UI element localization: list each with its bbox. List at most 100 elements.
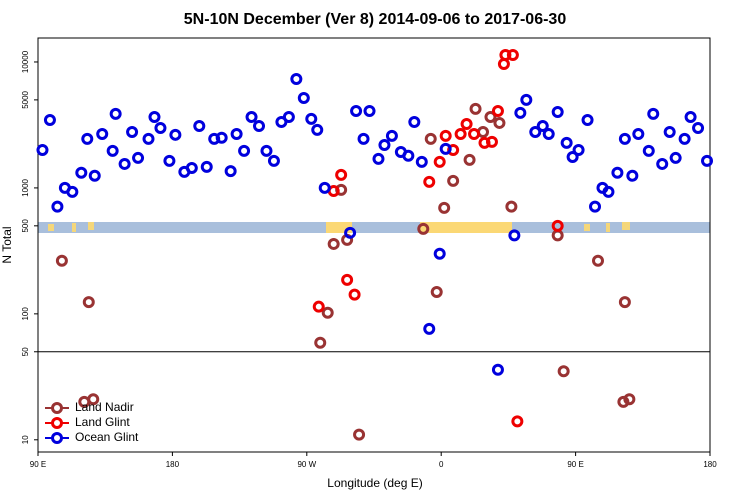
point (238, 144, 251, 157)
land-patch (622, 222, 630, 230)
point (378, 139, 391, 152)
point (678, 132, 691, 145)
point (424, 132, 437, 145)
point (312, 300, 325, 313)
point (154, 122, 167, 135)
point (75, 166, 88, 179)
chart-title: 5N-10N December (Ver 8) 2014-09-06 to 20… (184, 11, 567, 28)
x-tick-label: 90 E (567, 460, 583, 469)
point (245, 110, 258, 123)
point (663, 125, 676, 138)
point (551, 219, 564, 232)
point (617, 395, 630, 408)
legend-label: Land Glint (75, 415, 130, 429)
point (701, 154, 714, 167)
map-strip (38, 222, 710, 233)
x-axis-label: Longitude (deg E) (327, 476, 422, 490)
point (282, 110, 295, 123)
land-patch (48, 224, 54, 231)
y-axis-label: N Total (0, 226, 14, 263)
point (684, 110, 697, 123)
point (297, 91, 310, 104)
point (589, 200, 602, 213)
y-tick-label: 10000 (21, 50, 30, 73)
y-tick-label: 10 (21, 435, 30, 444)
point (611, 166, 624, 179)
point (460, 117, 473, 130)
y-tick-label: 5000 (21, 90, 30, 108)
point (81, 132, 94, 145)
point (142, 132, 155, 145)
point (118, 157, 131, 170)
point (305, 112, 318, 125)
land-patch (606, 223, 610, 232)
point (126, 125, 139, 138)
point (200, 160, 213, 173)
point (224, 165, 237, 178)
point (506, 48, 519, 61)
point (415, 155, 428, 168)
y-tick-label: 100 (21, 307, 30, 321)
y-tick-label: 50 (21, 347, 30, 356)
plot-frame (37, 37, 711, 453)
point (341, 273, 354, 286)
point (557, 365, 570, 378)
point (623, 393, 636, 406)
point (484, 110, 497, 123)
point (626, 169, 639, 182)
point (82, 296, 95, 309)
point (656, 157, 669, 170)
point (51, 200, 64, 213)
point (372, 152, 385, 165)
point (169, 128, 182, 141)
x-tick-label: 180 (703, 460, 717, 469)
point (430, 286, 443, 299)
ocean-strip (38, 222, 710, 233)
series (36, 72, 714, 376)
point (363, 105, 376, 118)
point (350, 105, 363, 118)
point (560, 136, 573, 149)
point (327, 237, 340, 250)
point (439, 129, 452, 142)
point (647, 107, 660, 120)
x-tick-label: 90 E (30, 460, 46, 469)
point (36, 143, 49, 156)
point (417, 222, 430, 235)
point (454, 127, 467, 140)
point (260, 144, 273, 157)
legend-label: Land Nadir (75, 400, 134, 414)
point (438, 201, 451, 214)
point (43, 114, 56, 127)
legend-swatch (51, 402, 63, 414)
point (433, 155, 446, 168)
land-patch (584, 224, 590, 231)
point (463, 153, 476, 166)
point (423, 175, 436, 188)
point (87, 393, 100, 406)
land-patch (420, 222, 512, 233)
point (314, 336, 327, 349)
point (106, 144, 119, 157)
series (312, 48, 564, 428)
point (536, 120, 549, 133)
point (447, 174, 460, 187)
point (469, 102, 482, 115)
point (529, 125, 542, 138)
point (468, 127, 481, 140)
point (253, 120, 266, 133)
point (433, 247, 446, 260)
point (88, 169, 101, 182)
point (551, 105, 564, 118)
point (491, 105, 504, 118)
point (592, 254, 604, 267)
point (357, 132, 370, 145)
point (311, 123, 324, 136)
point (542, 127, 555, 140)
point (344, 226, 357, 239)
point (642, 144, 655, 157)
point (132, 151, 145, 164)
